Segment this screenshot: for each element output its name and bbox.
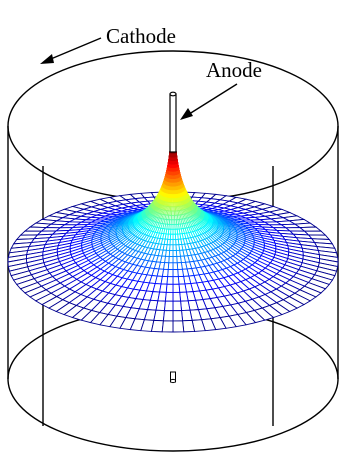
surface-mesh-cell — [172, 283, 181, 293]
surface-mesh-cell — [168, 250, 174, 257]
surface-mesh-cell — [172, 262, 179, 271]
surface-mesh-cell — [166, 276, 174, 285]
surface-mesh-cell — [172, 291, 182, 302]
anode-wire — [169, 93, 177, 153]
surface-mesh-cell — [163, 300, 174, 312]
anode-label: Anode — [206, 58, 262, 82]
surface-mesh-cell — [171, 210, 174, 216]
anode-wire-top — [169, 91, 177, 97]
surface-mesh-cell — [172, 276, 180, 285]
anode-arrow — [180, 83, 238, 120]
surface-mesh-cell — [157, 291, 167, 302]
surface-mesh-cell — [170, 224, 174, 230]
surface-mesh-cell — [171, 202, 174, 208]
surface-mesh-cell — [167, 269, 174, 278]
surface-mesh-cell — [171, 179, 174, 184]
surface-mesh-cell — [170, 214, 174, 221]
surface-mesh-cell — [171, 194, 174, 200]
surface-mesh-cell — [159, 283, 168, 293]
surface-mesh-cell — [150, 319, 164, 333]
surface-mesh-cell — [172, 250, 178, 257]
surface-mesh-cell — [172, 310, 184, 322]
surface-mesh-cell — [170, 219, 174, 225]
surface-mesh-cell — [171, 190, 174, 196]
surface-mesh-cell — [171, 206, 174, 212]
surface-mesh-cell — [181, 309, 193, 322]
surface-mesh-cell — [168, 256, 174, 264]
surface-mesh-cell — [172, 320, 185, 333]
surface-mesh-cell — [169, 244, 174, 251]
surface-mesh-cell — [172, 244, 177, 251]
surface-mesh-cell — [169, 233, 174, 240]
surface-mesh-cell — [179, 291, 189, 302]
surface-mesh-cell — [172, 256, 178, 264]
surface-mesh-cell — [178, 283, 187, 293]
surface-mesh-cell — [172, 300, 183, 312]
surface-mesh-cell — [153, 309, 165, 322]
surface-mesh-cell — [164, 291, 174, 302]
surface-mesh-cell — [165, 283, 174, 293]
surface-mesh-cell — [171, 182, 174, 188]
surface-mesh-cell — [172, 269, 179, 278]
anode-bottom-cap — [169, 378, 177, 384]
surface-mesh-cell — [167, 262, 174, 271]
cathode-arrow — [40, 37, 102, 64]
surface-mesh-cell — [155, 300, 166, 312]
surface-mesh-cell — [169, 238, 174, 246]
surface-mesh-cell — [171, 186, 174, 192]
potential-surface — [7, 148, 339, 333]
surface-mesh-cell — [172, 175, 174, 181]
cathode-label: Cathode — [106, 24, 176, 48]
surface-mesh-cell — [180, 300, 191, 312]
surface-mesh-cell — [171, 198, 174, 204]
surface-mesh-cell — [182, 319, 196, 333]
surface-mesh-cell — [170, 228, 174, 235]
surface-mesh-cell — [161, 320, 174, 333]
surface-mesh-cell — [162, 310, 174, 322]
